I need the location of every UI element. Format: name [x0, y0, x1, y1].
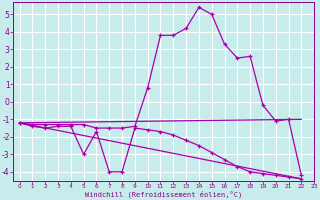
- X-axis label: Windchill (Refroidissement éolien,°C): Windchill (Refroidissement éolien,°C): [85, 190, 242, 198]
